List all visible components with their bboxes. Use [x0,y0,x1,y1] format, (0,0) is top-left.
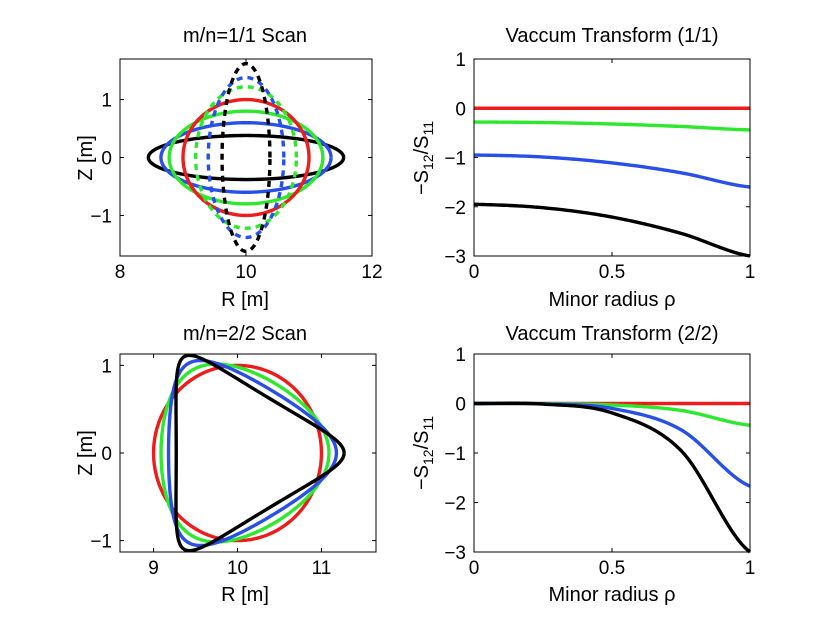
series-line-1 [159,121,333,194]
plot-frame [119,58,373,257]
x-tick-label: 0 [469,262,480,283]
x-tick-label: 9 [148,558,159,579]
y-tick-label: −1 [90,206,112,227]
y-tick-label: −1 [90,532,112,553]
chart-title: Vaccum Transform (1/1) [505,25,718,47]
tick-labels: 0 0.5 1 −3 −2 −1 0 1 [444,50,755,283]
y-tick-label: 1 [101,91,112,112]
x-tick-label: 8 [115,262,126,283]
y-tick-label: −2 [444,198,466,219]
y-tick-label: −2 [444,494,466,515]
y-tick-label: −1 [444,149,466,170]
series-group [151,353,346,553]
y-axis-label: −S12/S11 [411,416,436,490]
series-line-2 [166,358,339,548]
panel-2-2-scan: m/n=2/2 Scan R [m] Z [m] 9 10 11 −1 0 1 [75,323,377,606]
y-tick-label: 1 [101,356,112,377]
x-axis-label: R [m] [221,289,269,311]
plot-frame [473,353,751,553]
y-tick-label: −1 [444,444,466,465]
y-tick-label: −3 [444,543,466,564]
x-tick-label: 0 [469,558,480,579]
tick-labels: 8 10 12 −1 0 1 [90,59,383,283]
y-tick-label: −3 [444,247,466,268]
plot-frame [119,353,377,553]
series-line-6 [220,61,272,254]
y-tick-label: 0 [455,395,466,416]
series-line-2 [473,153,751,189]
x-tick-label: 10 [235,262,256,283]
series-line-0 [146,133,346,182]
panel-vaccum-transform-2-2: Vaccum Transform (2/2) Minor radius ρ −S… [411,323,755,606]
panel-1-1-scan: m/n=1/1 Scan R [m] Z [m] 8 10 12 −1 0 1 [75,25,383,311]
y-tick-label: 0 [101,149,112,170]
tick-labels: 0 0.5 1 −3 −2 −1 0 1 [444,345,755,579]
y-tick-label: 1 [455,50,466,71]
x-axis-label: Minor radius ρ [549,584,676,606]
chart-title: m/n=2/2 Scan [183,323,307,345]
series-line-4 [193,85,299,230]
chart-title: m/n=1/1 Scan [183,25,307,47]
series-line-2 [167,109,325,206]
y-tick-label: 1 [455,345,466,366]
series-line-3 [473,202,751,258]
x-tick-label: 1 [745,262,756,283]
series-line-1 [159,362,331,544]
series-group [473,401,752,554]
x-tick-label: 12 [361,262,382,283]
x-tick-label: 10 [227,558,248,579]
series-line-0 [151,363,324,543]
plot-frame [473,58,751,257]
series-line-3 [181,97,311,218]
x-tick-label: 11 [312,558,332,579]
y-tick-label: 0 [455,99,466,120]
x-tick-label: 0.5 [599,262,625,283]
panel-vaccum-transform-1-1: Vaccum Transform (1/1) Minor radius ρ −S… [411,25,755,311]
series-line-3 [473,401,752,554]
series-line-5 [206,75,286,240]
y-axis-label: Z [m] [75,430,97,476]
x-axis-label: Minor radius ρ [549,289,676,311]
series-group [473,106,751,258]
y-tick-label: 0 [101,444,112,465]
chart-title: Vaccum Transform (2/2) [505,323,718,345]
series-line-3 [174,353,346,553]
x-tick-label: 0.5 [599,558,625,579]
series-group [146,61,346,254]
x-tick-label: 1 [745,558,756,579]
y-axis-label: −S12/S11 [411,121,436,195]
y-axis-label: Z [m] [75,135,97,181]
x-axis-label: R [m] [221,584,269,606]
series-line-1 [473,120,751,132]
tick-labels: 9 10 11 −1 0 1 [90,354,376,579]
